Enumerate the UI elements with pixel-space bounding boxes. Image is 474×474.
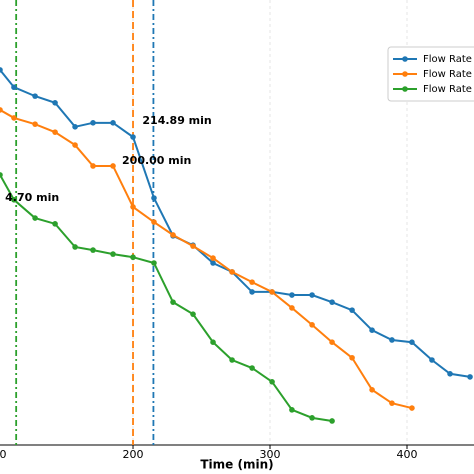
point <box>210 339 216 346</box>
point <box>170 299 176 305</box>
legend-label: Flow Rate <box>423 69 472 80</box>
annotation: 214.89 min <box>142 114 211 127</box>
legend: Flow Rate Flow Rate Flow Rate <box>387 46 474 102</box>
point <box>249 365 255 371</box>
point <box>309 292 315 298</box>
point <box>0 67 3 73</box>
point <box>190 243 196 249</box>
point <box>389 400 395 406</box>
point <box>52 99 58 106</box>
point <box>210 260 216 266</box>
point <box>467 374 473 380</box>
point <box>249 289 255 295</box>
point <box>11 84 17 91</box>
point <box>329 418 335 424</box>
point <box>289 407 295 413</box>
series-line <box>0 174 333 422</box>
point <box>369 327 375 333</box>
point <box>269 289 275 295</box>
point <box>309 322 315 328</box>
point <box>389 337 395 343</box>
point <box>90 120 96 126</box>
point <box>229 357 235 363</box>
point <box>0 107 3 113</box>
point <box>90 163 96 169</box>
legend-label: Flow Rate <box>423 84 472 95</box>
point <box>409 405 415 411</box>
annotation: 200.00 min <box>122 154 191 167</box>
point <box>170 232 176 238</box>
point <box>151 195 157 201</box>
point <box>11 197 17 203</box>
point <box>151 260 157 266</box>
point <box>329 339 335 346</box>
point <box>130 134 136 140</box>
annotation: 4.70 min <box>5 191 59 204</box>
x-axis-label: Time (min) <box>200 458 273 472</box>
point <box>90 247 96 253</box>
point <box>0 172 3 178</box>
x-tick-label: 100 <box>0 448 7 461</box>
point <box>110 163 116 169</box>
point <box>249 279 255 285</box>
point <box>349 307 355 313</box>
point <box>190 311 196 317</box>
point <box>72 142 78 148</box>
point <box>289 305 295 311</box>
point <box>11 115 17 121</box>
point <box>32 93 38 99</box>
point <box>210 255 216 261</box>
point <box>409 339 415 346</box>
legend-label: Flow Rate <box>423 54 472 65</box>
legend-marker <box>402 56 408 62</box>
point <box>429 357 435 363</box>
series-line <box>0 109 413 410</box>
point <box>309 415 315 421</box>
point <box>130 204 136 210</box>
point <box>32 121 38 127</box>
point <box>72 124 78 130</box>
point <box>447 371 453 377</box>
point <box>349 354 355 361</box>
point <box>52 129 58 135</box>
point <box>72 244 78 250</box>
point <box>110 120 116 126</box>
point <box>52 221 58 227</box>
point <box>32 215 38 221</box>
point <box>229 269 235 275</box>
x-tick-label: 400 <box>397 448 418 461</box>
point <box>269 379 275 385</box>
x-tick-label: 300 <box>260 448 281 461</box>
legend-box <box>387 46 474 102</box>
point <box>289 292 295 298</box>
legend-marker <box>402 71 408 77</box>
point <box>130 254 136 261</box>
series-line <box>0 69 471 378</box>
x-tick-label: 200 <box>123 448 144 461</box>
point <box>369 387 375 393</box>
point <box>151 219 157 225</box>
point <box>110 251 116 257</box>
point <box>329 299 335 305</box>
legend-marker <box>402 86 408 92</box>
